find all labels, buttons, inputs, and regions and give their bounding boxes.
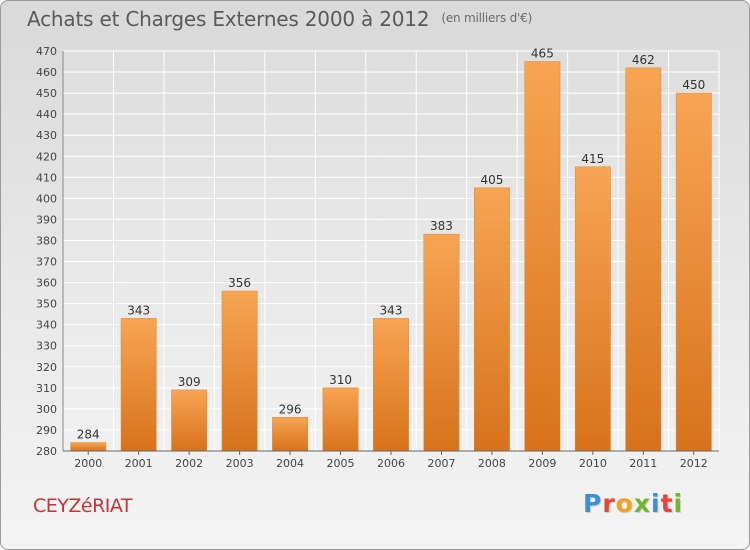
bar bbox=[675, 92, 712, 452]
data-label: 343 bbox=[127, 303, 150, 317]
bar bbox=[474, 187, 510, 452]
unit-note: (en milliers d'€) bbox=[441, 11, 533, 25]
title-text: Achats et Charges Externes 2000 à 2012 bbox=[27, 7, 430, 31]
x-tick-label: 2010 bbox=[579, 457, 607, 470]
y-tick-label: 320 bbox=[36, 361, 57, 374]
x-tick-label: 2007 bbox=[427, 457, 455, 470]
y-tick-label: 410 bbox=[36, 171, 57, 184]
y-tick-label: 330 bbox=[36, 340, 57, 353]
data-label: 356 bbox=[228, 276, 251, 290]
y-tick-label: 370 bbox=[36, 256, 57, 269]
bar bbox=[625, 67, 662, 452]
y-tick-label: 460 bbox=[36, 66, 57, 79]
bar bbox=[373, 318, 409, 452]
data-label: 383 bbox=[430, 219, 453, 233]
y-tick-label: 340 bbox=[36, 319, 57, 332]
y-tick-label: 310 bbox=[36, 382, 57, 395]
bar bbox=[272, 417, 308, 452]
data-label: 296 bbox=[279, 402, 302, 416]
y-tick-label: 400 bbox=[36, 192, 57, 205]
y-tick-label: 290 bbox=[36, 424, 57, 437]
data-label: 405 bbox=[480, 173, 503, 187]
y-tick-label: 380 bbox=[36, 234, 57, 247]
x-tick-label: 2003 bbox=[226, 457, 254, 470]
y-tick-label: 390 bbox=[36, 213, 57, 226]
x-tick-label: 2000 bbox=[74, 457, 102, 470]
x-tick-label: 2002 bbox=[175, 457, 203, 470]
data-label: 310 bbox=[329, 373, 352, 387]
y-tick-label: 280 bbox=[36, 445, 57, 458]
bar bbox=[221, 290, 258, 452]
data-label: 462 bbox=[632, 53, 655, 67]
data-label: 309 bbox=[178, 375, 201, 389]
y-tick-label: 470 bbox=[36, 45, 57, 58]
x-tick-label: 2011 bbox=[629, 457, 657, 470]
x-tick-label: 2005 bbox=[327, 457, 355, 470]
proxiti-logo: Proxiti bbox=[583, 489, 684, 518]
bar bbox=[524, 61, 561, 452]
data-label: 465 bbox=[531, 47, 554, 61]
chart-title: Achats et Charges Externes 2000 à 2012 (e… bbox=[27, 7, 532, 31]
x-tick-label: 2006 bbox=[377, 457, 405, 470]
y-tick-label: 420 bbox=[36, 150, 57, 163]
data-label: 284 bbox=[77, 428, 100, 442]
y-tick-label: 430 bbox=[36, 129, 57, 142]
bar bbox=[120, 318, 157, 452]
y-tick-label: 440 bbox=[36, 108, 57, 121]
bar bbox=[70, 442, 107, 452]
data-label: 415 bbox=[581, 152, 604, 166]
y-tick-label: 360 bbox=[36, 277, 57, 290]
x-tick-label: 2008 bbox=[478, 457, 506, 470]
y-tick-label: 300 bbox=[36, 403, 57, 416]
y-tick-label: 350 bbox=[36, 298, 57, 311]
data-label: 343 bbox=[380, 303, 403, 317]
x-tick-label: 2009 bbox=[528, 457, 556, 470]
y-tick-label: 450 bbox=[36, 87, 57, 100]
x-tick-label: 2004 bbox=[276, 457, 304, 470]
city-name: CEYZéRIAT bbox=[33, 495, 133, 517]
bar bbox=[574, 166, 611, 452]
bar bbox=[322, 387, 359, 452]
x-tick-label: 2001 bbox=[125, 457, 153, 470]
bar bbox=[423, 233, 460, 452]
data-label: 450 bbox=[682, 78, 705, 92]
bar bbox=[171, 389, 208, 452]
x-tick-label: 2012 bbox=[680, 457, 708, 470]
